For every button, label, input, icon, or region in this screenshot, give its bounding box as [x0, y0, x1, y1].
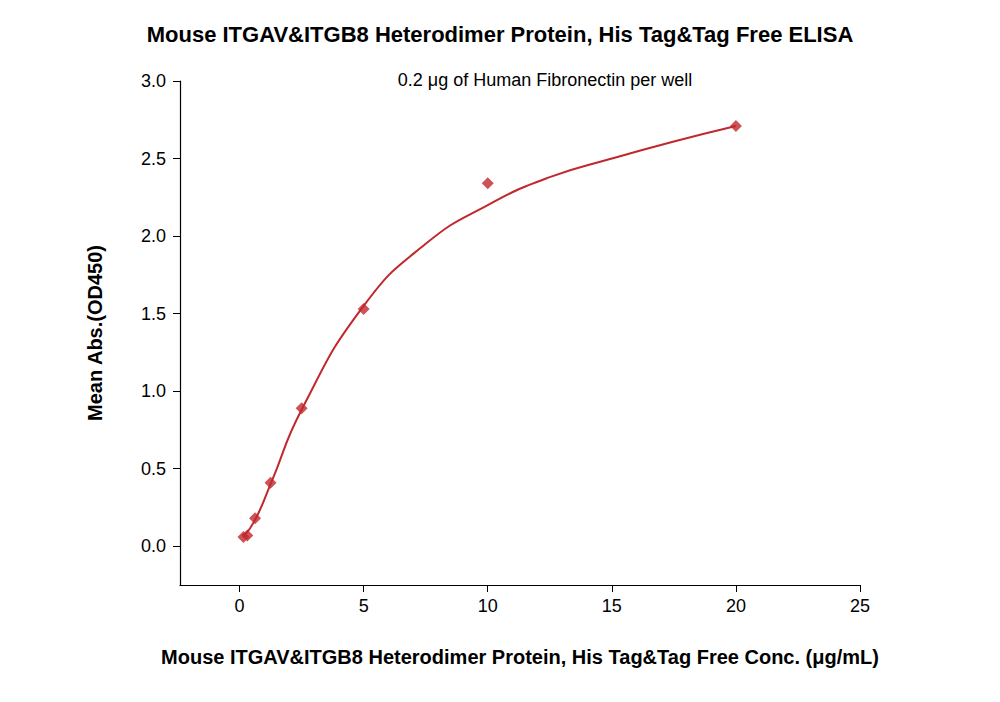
svg-text:1.0: 1.0 — [141, 381, 166, 401]
svg-text:0: 0 — [235, 596, 245, 616]
svg-text:15: 15 — [602, 596, 622, 616]
svg-text:Mouse ITGAV&ITGB8 Heterodimer: Mouse ITGAV&ITGB8 Heterodimer Protein, H… — [147, 22, 854, 47]
svg-text:Mouse ITGAV&ITGB8 Heterodimer: Mouse ITGAV&ITGB8 Heterodimer Protein, H… — [161, 646, 879, 668]
svg-text:10: 10 — [478, 596, 498, 616]
svg-text:Mean Abs.(OD450): Mean Abs.(OD450) — [84, 245, 106, 421]
svg-text:3.0: 3.0 — [141, 71, 166, 91]
svg-text:1.5: 1.5 — [141, 304, 166, 324]
svg-text:0.0: 0.0 — [141, 536, 166, 556]
svg-text:0.2 μg of Human Fibronectin pe: 0.2 μg of Human Fibronectin per well — [398, 70, 693, 90]
svg-text:2.5: 2.5 — [141, 149, 166, 169]
svg-text:5: 5 — [359, 596, 369, 616]
svg-text:0.5: 0.5 — [141, 459, 166, 479]
svg-text:2.0: 2.0 — [141, 226, 166, 246]
svg-text:20: 20 — [726, 596, 746, 616]
svg-text:25: 25 — [850, 596, 870, 616]
